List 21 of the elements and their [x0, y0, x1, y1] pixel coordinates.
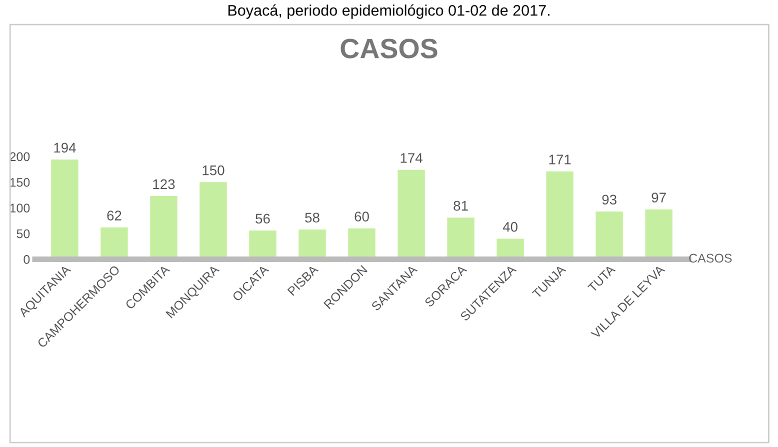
data-label: 150: [202, 165, 224, 176]
text: Boyacá, periodo epidemiológico 01-02 de 2017.: [228, 4, 550, 19]
data-label: 174: [400, 153, 422, 163]
series-label: CASOS: [689, 254, 732, 263]
data-label: 97: [652, 192, 666, 202]
y-tick-label: 200: [10, 152, 30, 162]
data-label: 40: [502, 222, 518, 232]
data-label: 194: [54, 142, 76, 153]
y-tick-label: 50: [16, 229, 30, 238]
y-tick-label: 150: [10, 178, 30, 187]
data-label: 62: [107, 210, 122, 220]
chart-title: CASOS: [340, 38, 438, 58]
data-label: 123: [153, 179, 175, 190]
data-label: 56: [256, 214, 270, 224]
data-label: 171: [549, 154, 571, 164]
data-label: 58: [305, 212, 320, 223]
data-label: 60: [354, 212, 369, 222]
data-label: 93: [602, 194, 616, 205]
data-label: 81: [454, 200, 468, 211]
y-tick-label: 100: [10, 204, 30, 213]
y-tick-label: 0: [24, 255, 30, 264]
